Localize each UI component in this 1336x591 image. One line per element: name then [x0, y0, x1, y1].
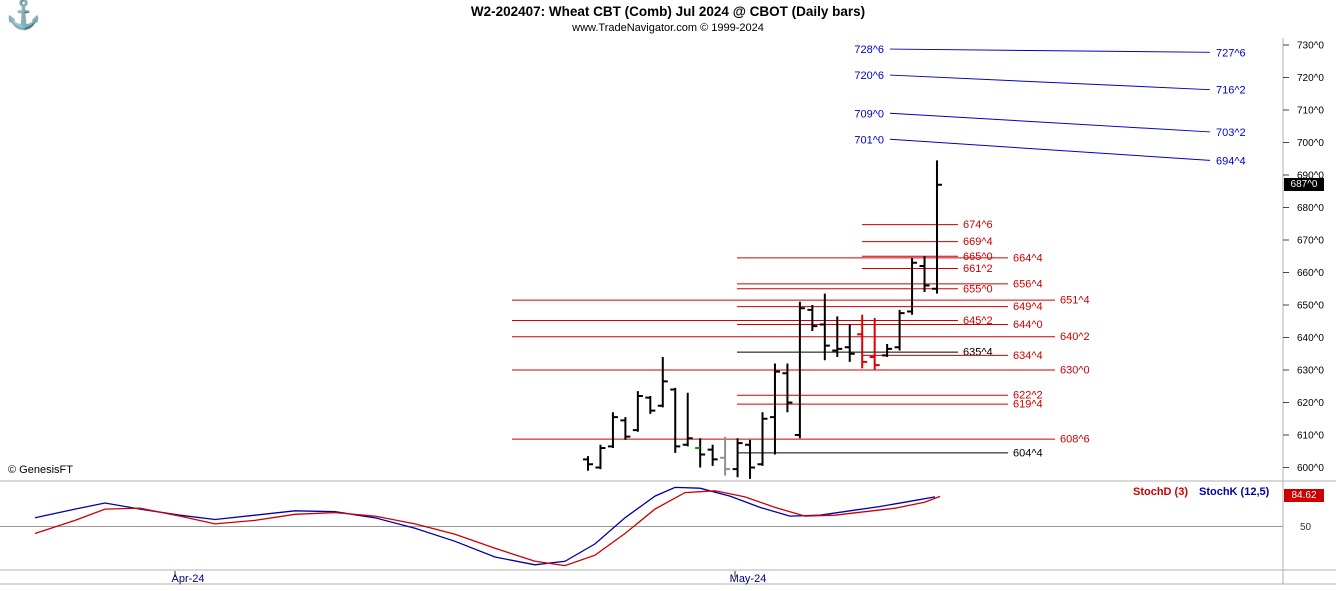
level-label: 608^6 — [1060, 434, 1090, 446]
price-axis-label: 700^0 — [1297, 138, 1324, 149]
level-label: 645^2 — [963, 315, 993, 327]
level-label: 661^2 — [963, 263, 993, 275]
stoch-k-legend[interactable]: StochK (12,5) — [1199, 486, 1270, 498]
price-axis-label: 600^0 — [1297, 463, 1324, 474]
level-label: 669^4 — [963, 236, 993, 248]
level-label: 651^4 — [1060, 295, 1090, 307]
level-label: 655^0 — [963, 283, 993, 295]
trend-right-label: 694^4 — [1216, 155, 1246, 167]
stoch-d-line[interactable] — [34, 490, 941, 567]
level-label: 640^2 — [1060, 331, 1090, 343]
price-axis-label: 680^0 — [1297, 203, 1324, 214]
trend-left-label: 720^6 — [854, 70, 884, 82]
date-axis — [174, 571, 736, 577]
price-axis-label: 670^0 — [1297, 236, 1324, 247]
trend-right-label: 716^2 — [1216, 85, 1246, 97]
level-label: 649^4 — [1013, 301, 1043, 313]
date-axis-label: Apr-24 — [171, 573, 205, 585]
trend-line[interactable] — [889, 74, 1211, 91]
trend-line[interactable] — [889, 138, 1211, 161]
price-axis-label: 610^0 — [1297, 431, 1324, 442]
price-axis-label: 640^0 — [1297, 333, 1324, 344]
price-axis-label: 730^0 — [1297, 41, 1324, 52]
level-label: 665^0 — [963, 251, 993, 263]
trend-right-label: 703^2 — [1216, 127, 1246, 139]
trend-left-label: 701^0 — [854, 134, 884, 146]
trend-line[interactable] — [889, 48, 1211, 53]
date-axis-label: May-24 — [729, 573, 767, 585]
level-label: 674^6 — [963, 219, 993, 231]
level-label: 619^4 — [1013, 399, 1043, 411]
chart-subtitle: www.TradeNavigator.com © 1999-2024 — [572, 22, 764, 34]
genesisft-watermark: © GenesisFT — [8, 464, 73, 476]
chart-title: W2-202407: Wheat CBT (Comb) Jul 2024 @ C… — [470, 4, 866, 19]
level-label: 604^4 — [1013, 447, 1043, 459]
level-label: 644^0 — [1013, 319, 1043, 331]
blue-trendlines: 728^6 727^6 720^6 716^2 709^0 703^2 701^0 694^4 — [854, 44, 1245, 167]
stoch-value-badge: 84.62 — [1284, 489, 1324, 503]
trend-left-label: 728^6 — [854, 44, 884, 56]
level-label: 630^0 — [1060, 365, 1090, 377]
anchor-logo-icon: ⚓ — [6, 0, 41, 30]
price-axis: 730^0 720^0 710^0 700^0 690^0 680^0 670^0 660^0… — [1283, 41, 1324, 474]
stoch-axis-50-label: 50 — [1300, 521, 1312, 533]
price-axis-label: 630^0 — [1297, 366, 1324, 377]
level-label: 622^2 — [1013, 390, 1043, 402]
last-price-badge: 687^0 — [1284, 177, 1324, 191]
level-label: 656^4 — [1013, 278, 1043, 290]
price-axis-label: 620^0 — [1297, 398, 1324, 409]
price-axis-label: 720^0 — [1297, 73, 1324, 84]
trend-right-label: 727^6 — [1216, 47, 1246, 59]
price-axis-label: 710^0 — [1297, 106, 1324, 117]
support-resistance-levels: 674^6 669^4 665^0 664^4 661^2 656^4 655^0 651^4… — [512, 219, 1090, 459]
price-axis-label: 650^0 — [1297, 301, 1324, 312]
price-axis-label: 660^0 — [1297, 268, 1324, 279]
level-label: 634^4 — [1013, 350, 1043, 362]
level-label: 635^4 — [963, 347, 993, 359]
price-axis-label: 690^0 — [1297, 171, 1324, 182]
trend-line[interactable] — [889, 112, 1211, 133]
price-bars[interactable] — [583, 160, 942, 479]
stoch-d-legend[interactable]: StochD (3) — [1133, 486, 1188, 498]
trend-left-label: 709^0 — [854, 108, 884, 120]
level-label: 664^4 — [1013, 252, 1043, 264]
stochastic-panel — [0, 486, 1283, 567]
panel-separators — [0, 38, 1336, 585]
